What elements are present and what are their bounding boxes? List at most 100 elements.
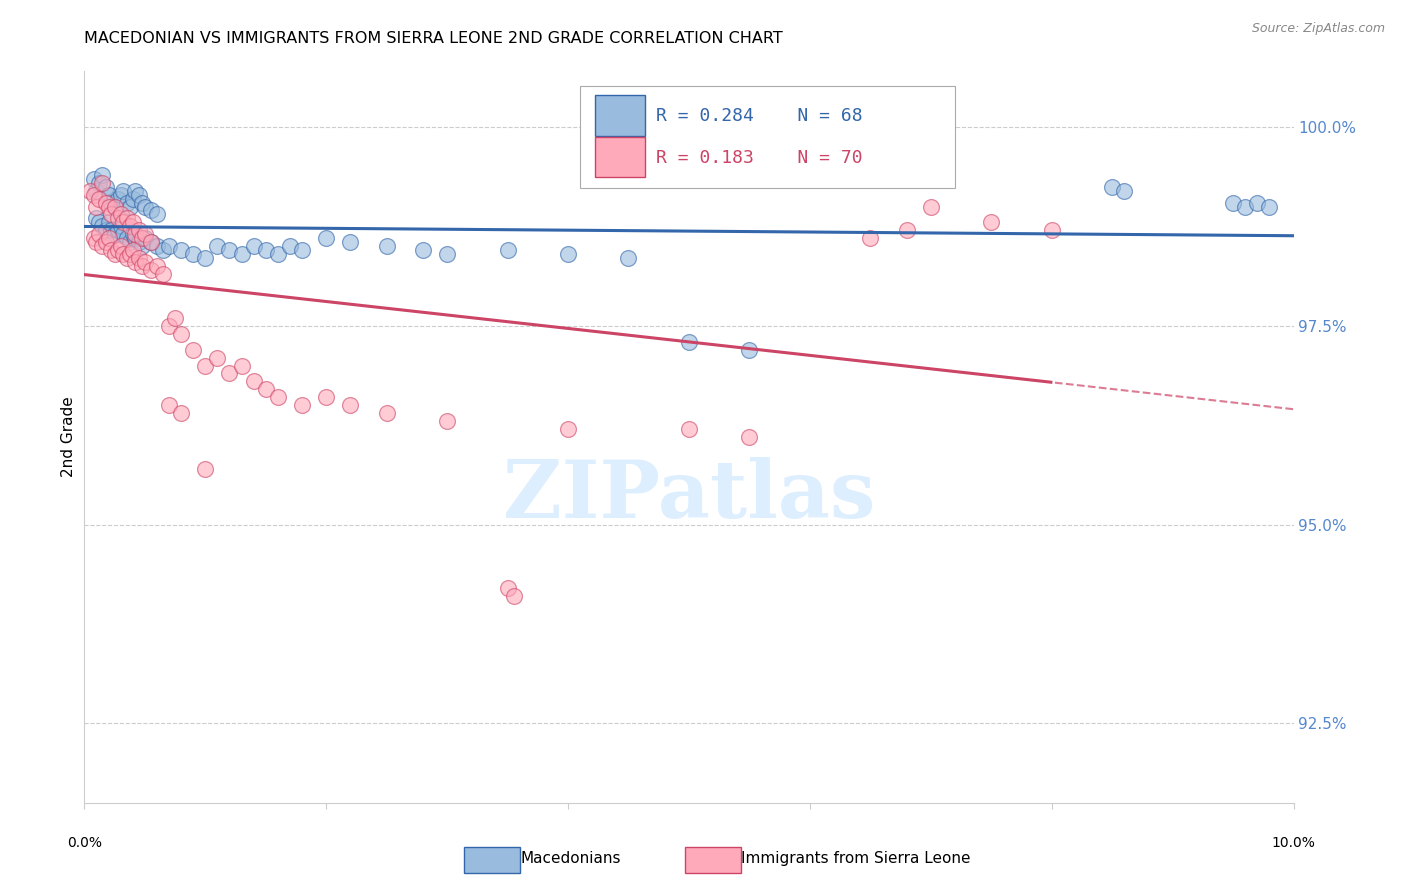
- Point: [896, 223, 918, 237]
- Point: [1234, 200, 1257, 214]
- Point: [339, 398, 361, 412]
- Point: [94, 223, 117, 237]
- Point: [617, 251, 640, 265]
- Point: [110, 207, 132, 221]
- Point: [134, 231, 156, 245]
- Point: [124, 231, 146, 245]
- Point: [86, 211, 108, 226]
- Point: [267, 247, 290, 261]
- Point: [107, 223, 129, 237]
- Point: [86, 184, 108, 198]
- Point: [124, 227, 146, 242]
- Point: [112, 227, 135, 242]
- Point: [134, 227, 156, 242]
- Point: [194, 359, 217, 373]
- FancyBboxPatch shape: [595, 137, 645, 178]
- Point: [100, 223, 122, 237]
- Point: [87, 176, 110, 190]
- Point: [152, 244, 174, 258]
- Text: R = 0.183    N = 70: R = 0.183 N = 70: [657, 149, 863, 167]
- Point: [194, 462, 217, 476]
- Point: [131, 239, 153, 253]
- Point: [291, 244, 314, 258]
- Point: [131, 231, 153, 245]
- Point: [124, 184, 146, 198]
- Point: [315, 231, 337, 245]
- Point: [146, 207, 169, 221]
- Point: [242, 375, 264, 389]
- Text: Source: ZipAtlas.com: Source: ZipAtlas.com: [1251, 22, 1385, 36]
- Point: [86, 235, 108, 250]
- Text: ZIPatlas: ZIPatlas: [503, 457, 875, 534]
- Point: [115, 211, 138, 226]
- Point: [152, 267, 174, 281]
- Text: R = 0.284    N = 68: R = 0.284 N = 68: [657, 107, 863, 125]
- Point: [254, 244, 277, 258]
- Point: [97, 187, 120, 202]
- Point: [121, 244, 143, 258]
- Point: [128, 235, 150, 250]
- Point: [100, 195, 122, 210]
- Point: [131, 195, 153, 210]
- Point: [107, 211, 129, 226]
- Point: [83, 231, 105, 245]
- Point: [218, 244, 240, 258]
- Point: [107, 192, 129, 206]
- Point: [128, 187, 150, 202]
- Point: [121, 215, 143, 229]
- Point: [157, 318, 180, 333]
- Point: [128, 251, 150, 265]
- Point: [100, 207, 122, 221]
- Point: [436, 247, 458, 261]
- Point: [139, 235, 162, 250]
- Point: [94, 235, 117, 250]
- Point: [1258, 200, 1281, 214]
- Point: [170, 244, 193, 258]
- Point: [859, 231, 882, 245]
- Point: [920, 200, 942, 214]
- Point: [496, 581, 519, 595]
- Point: [436, 414, 458, 428]
- Point: [412, 244, 434, 258]
- FancyBboxPatch shape: [581, 86, 955, 188]
- Point: [128, 223, 150, 237]
- Point: [104, 247, 127, 261]
- Point: [278, 239, 301, 253]
- Point: [1040, 223, 1063, 237]
- Point: [157, 398, 180, 412]
- Point: [120, 200, 142, 214]
- Point: [678, 334, 700, 349]
- Point: [181, 343, 204, 357]
- Point: [94, 195, 117, 210]
- Text: 10.0%: 10.0%: [1271, 836, 1316, 850]
- Text: 0.0%: 0.0%: [67, 836, 101, 850]
- FancyBboxPatch shape: [595, 95, 645, 136]
- Point: [91, 168, 114, 182]
- Point: [315, 390, 337, 404]
- Point: [738, 343, 761, 357]
- Point: [146, 259, 169, 273]
- Point: [120, 219, 142, 234]
- Point: [97, 215, 120, 229]
- Point: [1101, 179, 1123, 194]
- Point: [207, 351, 229, 365]
- Point: [170, 326, 193, 341]
- Point: [107, 244, 129, 258]
- Point: [110, 219, 132, 234]
- Point: [134, 200, 156, 214]
- Point: [110, 187, 132, 202]
- Point: [87, 192, 110, 206]
- Point: [139, 263, 162, 277]
- Point: [115, 231, 138, 245]
- Point: [86, 200, 108, 214]
- Point: [557, 422, 579, 436]
- Point: [112, 184, 135, 198]
- Point: [157, 239, 180, 253]
- Point: [170, 406, 193, 420]
- Point: [181, 247, 204, 261]
- Point: [231, 247, 253, 261]
- Point: [980, 215, 1002, 229]
- Point: [375, 239, 398, 253]
- Point: [115, 195, 138, 210]
- Point: [121, 192, 143, 206]
